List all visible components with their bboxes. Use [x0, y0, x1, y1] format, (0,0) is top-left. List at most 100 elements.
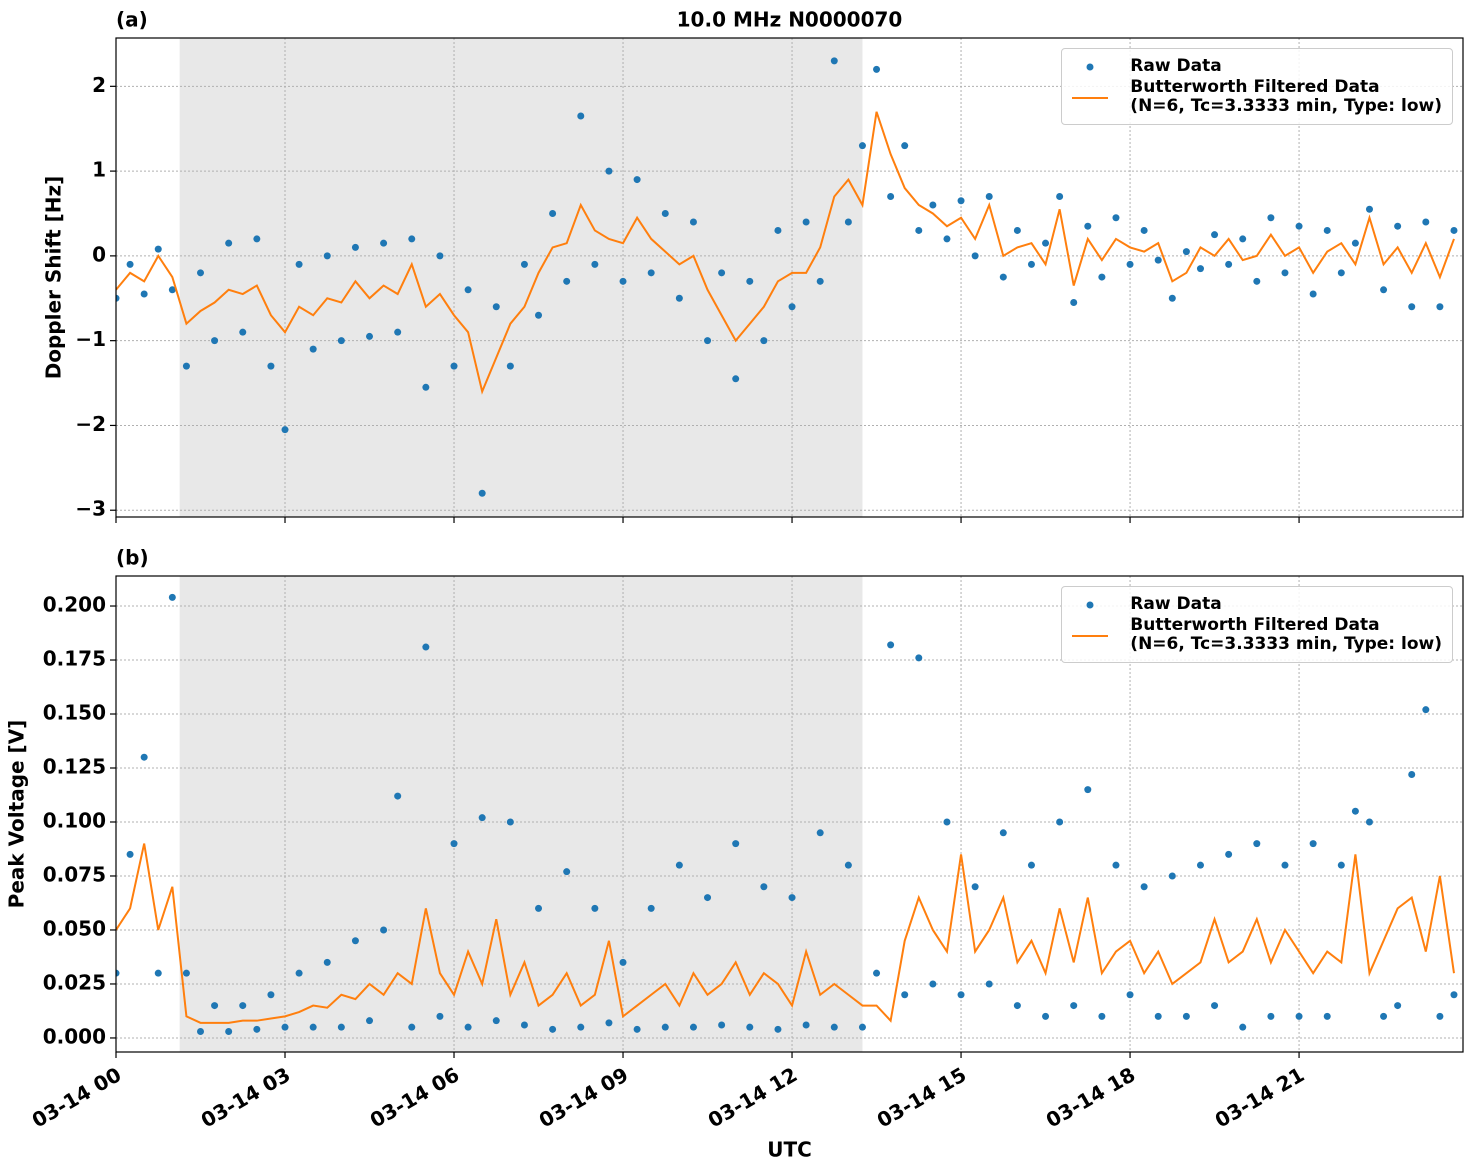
raw-data-point [126, 850, 134, 858]
raw-data-point [971, 252, 979, 260]
x-tick-label: 03-14 18 [1042, 1062, 1140, 1132]
raw-data-point [858, 142, 866, 150]
raw-data-point [802, 1021, 810, 1029]
raw-data-point [957, 991, 965, 999]
raw-data-point [253, 235, 261, 243]
x-tick-label: 03-14 06 [366, 1062, 464, 1132]
shaded-span [179, 576, 863, 1052]
raw-data-point [661, 209, 669, 217]
raw-data-point [506, 362, 514, 370]
raw-data-point [873, 65, 881, 73]
y-tick-label: 2 [92, 73, 106, 97]
y-tick-label: 0 [92, 242, 106, 266]
raw-data-point [971, 883, 979, 891]
raw-data-point [116, 294, 120, 302]
legend-key [1072, 78, 1109, 99]
raw-data-point [760, 337, 768, 345]
raw-data-point [816, 829, 824, 837]
raw-data-point [1013, 1002, 1021, 1010]
raw-data-point [1380, 286, 1388, 294]
raw-data-point [675, 861, 683, 869]
x-tick-label: 03-14 12 [704, 1062, 802, 1132]
raw-data-point [197, 269, 205, 277]
raw-data-point [1408, 303, 1416, 311]
raw-data-point [1450, 991, 1458, 999]
raw-data-point [211, 1002, 219, 1010]
raw-data-point [901, 991, 909, 999]
raw-data-point [591, 904, 599, 912]
legend-key [1072, 57, 1108, 76]
raw-data-point [1309, 840, 1317, 848]
raw-data-point [267, 362, 275, 370]
y-tick-label: −3 [75, 497, 106, 521]
raw-data-point [464, 1023, 472, 1031]
legend-marker [1086, 63, 1094, 71]
legend-key [1072, 595, 1108, 614]
raw-data-point [1027, 260, 1035, 268]
raw-data-point [577, 112, 585, 120]
raw-data-point [985, 980, 993, 988]
plot-area [116, 593, 1458, 1035]
raw-data-point [1098, 1012, 1106, 1020]
raw-data-point [1168, 294, 1176, 302]
x-axis-label: UTC [767, 1138, 812, 1162]
raw-data-point [732, 840, 740, 848]
raw-data-point [633, 176, 641, 184]
raw-data-point [746, 277, 754, 285]
filtered-line [116, 843, 1455, 1024]
raw-data-point [1225, 850, 1233, 858]
raw-data-point [1168, 872, 1176, 880]
raw-data-point [816, 277, 824, 285]
y-tick-label: 0.000 [43, 1024, 106, 1048]
y-tick-label: 0.025 [43, 970, 106, 994]
raw-data-point [661, 1023, 669, 1031]
y-tick-label: 0.125 [43, 754, 106, 778]
y-tick-label: 0.200 [43, 593, 106, 617]
shaded-span [179, 38, 863, 517]
axes-frame [115, 575, 1464, 1053]
raw-data-point [295, 260, 303, 268]
raw-data-point [1408, 770, 1416, 778]
raw-data-point [1281, 269, 1289, 277]
raw-data-point [323, 958, 331, 966]
legend-label: Butterworth Filtered Data (N=6, Tc=3.333… [1130, 77, 1442, 116]
raw-data-point [1196, 265, 1204, 273]
raw-data-point [1253, 840, 1261, 848]
raw-data-point [549, 209, 557, 217]
raw-data-point [675, 294, 683, 302]
raw-data-point [1140, 226, 1148, 234]
y-tick-label: 0.075 [43, 862, 106, 886]
raw-data-point [1337, 861, 1345, 869]
legend-label: Raw Data [1130, 56, 1222, 76]
raw-data-point [999, 273, 1007, 281]
raw-data-point [366, 1017, 374, 1025]
y-tick-label: 1 [92, 158, 106, 182]
raw-data-point [351, 243, 359, 251]
raw-data-point [1070, 299, 1078, 307]
raw-data-point [802, 218, 810, 226]
raw-data-point [478, 489, 486, 497]
raw-data-point [211, 337, 219, 345]
legend-label: Butterworth Filtered Data (N=6, Tc=3.333… [1130, 615, 1442, 654]
raw-data-point [351, 937, 359, 945]
raw-data-point [1422, 218, 1430, 226]
x-tick-label: 03-14 00 [28, 1062, 126, 1132]
plot-area [116, 57, 1458, 497]
raw-data-point [267, 991, 275, 999]
raw-data-point [760, 883, 768, 891]
raw-data-point [943, 818, 951, 826]
raw-data-point [225, 239, 233, 247]
legend-swatch [1072, 635, 1109, 637]
raw-data-point [295, 969, 303, 977]
raw-data-point [1365, 818, 1373, 826]
raw-data-point [830, 57, 838, 65]
raw-data-point [422, 643, 430, 651]
raw-data-point [1394, 1002, 1402, 1010]
raw-data-point [309, 345, 317, 353]
raw-data-point [1112, 861, 1120, 869]
raw-data-point [140, 290, 148, 298]
raw-data-point [1380, 1012, 1388, 1020]
raw-data-point [1351, 807, 1359, 815]
